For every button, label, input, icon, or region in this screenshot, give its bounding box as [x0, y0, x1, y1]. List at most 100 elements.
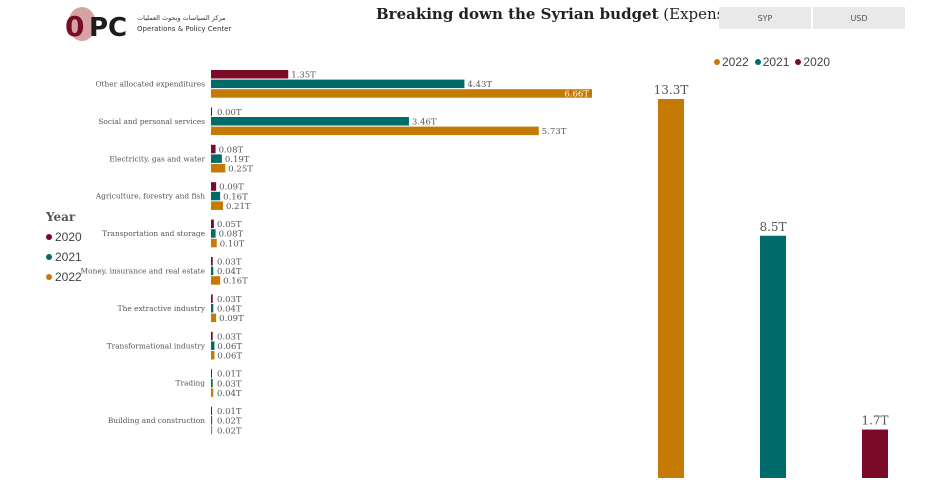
data-label-electricity-gas-and-water-2020: 0.08T	[219, 145, 244, 155]
bar-transformational-industry-2021	[211, 341, 215, 350]
bar-trading-2022	[211, 388, 214, 397]
data-label-building-and-construction-2020: 0.01T	[217, 407, 242, 417]
data-label-transportation-and-storage-2020: 0.05T	[217, 220, 242, 230]
category-label-transportation-and-storage: Transportation and storage	[102, 229, 205, 238]
bar-other-allocated-expenditures-2020	[211, 70, 289, 79]
data-label-social-and-personal-services-2021: 3.46T	[412, 118, 437, 128]
category-label-social-and-personal-services: Social and personal services	[98, 117, 205, 126]
bar-transformational-industry-2022	[211, 351, 215, 360]
bar-trading-2020	[211, 369, 212, 378]
bar-social-and-personal-services-2022	[211, 126, 539, 136]
bar-transportation-and-storage-2020	[211, 219, 214, 229]
data-label-electricity-gas-and-water-2021: 0.19T	[225, 155, 250, 165]
data-label-building-and-construction-2022: 0.02T	[217, 426, 242, 436]
totals-legend-label-2020: 2020	[803, 55, 831, 69]
logo-text-arabic: مركز السياسات وبحوث العمليات	[137, 14, 226, 22]
bar-other-allocated-expenditures-2022	[211, 89, 592, 98]
legend-dot-2021	[46, 254, 52, 260]
data-label-the-extractive-industry-2021: 0.04T	[217, 305, 242, 315]
bar-transformational-industry-2020	[211, 331, 213, 341]
svg-text:0: 0	[65, 10, 84, 43]
category-label-money-insurance-and-real-estate: Money, insurance and real estate	[81, 267, 205, 276]
category-label-trading: Trading	[176, 379, 206, 388]
bar-social-and-personal-services-2021	[211, 117, 409, 126]
totals-legend-item-2021[interactable]: 2021	[754, 55, 790, 69]
data-label-money-insurance-and-real-estate-2022: 0.16T	[223, 277, 248, 287]
svg-text:PC: PC	[89, 13, 127, 43]
data-label-transformational-industry-2021: 0.06T	[217, 342, 242, 352]
opc-logo: 0 PC	[62, 4, 237, 44]
bar-building-and-construction-2022	[211, 425, 213, 435]
bar-electricity-gas-and-water-2020	[211, 144, 216, 154]
data-label-trading-2020: 0.01T	[217, 370, 242, 380]
bar-agriculture-forestry-and-fish-2022	[211, 201, 224, 210]
category-label-the-extractive-industry: The extractive industry	[118, 304, 206, 313]
bar-electricity-gas-and-water-2021	[211, 154, 222, 163]
data-label-transportation-and-storage-2021: 0.08T	[219, 230, 244, 240]
bar-the-extractive-industry-2020	[211, 294, 213, 303]
total-label-2021: 8.5T	[759, 220, 786, 234]
data-label-the-extractive-industry-2020: 0.03T	[217, 295, 242, 305]
bar-transportation-and-storage-2021	[211, 229, 216, 238]
totals-legend-dot-2021	[754, 59, 761, 65]
legend-dot-2020	[46, 234, 52, 240]
year-legend: Year 2020 2021 2022	[46, 210, 82, 284]
bar-agriculture-forestry-and-fish-2021	[211, 191, 221, 201]
usd-button[interactable]: USD	[813, 7, 905, 29]
data-label-money-insurance-and-real-estate-2020: 0.03T	[217, 258, 242, 268]
total-bar-2021	[760, 235, 786, 478]
legend-item-2022[interactable]: 2022	[46, 270, 82, 284]
data-label-money-insurance-and-real-estate-2021: 0.04T	[217, 267, 242, 277]
logo-mark: 0 PC	[65, 7, 127, 43]
total-bar-2020	[862, 429, 888, 478]
data-label-trading-2021: 0.03T	[217, 379, 242, 389]
totals-legend-label-2022: 2022	[722, 55, 749, 69]
totals-legend: 2022 2021 2020	[714, 55, 830, 69]
logo-text-english: Operations & Policy Center	[137, 25, 232, 33]
bar-the-extractive-industry-2021	[211, 304, 214, 313]
data-label-agriculture-forestry-and-fish-2021: 0.16T	[223, 192, 248, 202]
data-label-the-extractive-industry-2022: 0.09T	[219, 314, 244, 324]
bar-electricity-gas-and-water-2022	[211, 164, 226, 173]
data-label-other-allocated-expenditures-2021: 4.43T	[467, 80, 492, 90]
legend-item-2021[interactable]: 2021	[46, 250, 82, 264]
data-label-social-and-personal-services-2020: 0.00T	[217, 108, 242, 118]
data-label-electricity-gas-and-water-2022: 0.25T	[228, 165, 253, 175]
total-label-2022: 13.3T	[654, 83, 689, 97]
totals-legend-item-2022[interactable]: 2022	[714, 55, 749, 69]
total-label-2020: 1.7T	[861, 414, 888, 428]
totals-legend-label-2021: 2021	[762, 55, 790, 69]
totals-legend-dot-2022	[714, 59, 720, 65]
bar-money-insurance-and-real-estate-2021	[211, 266, 214, 276]
year-legend-title: Year	[46, 210, 76, 224]
data-label-trading-2022: 0.04T	[217, 389, 242, 399]
bar-money-insurance-and-real-estate-2020	[211, 257, 213, 266]
category-label-transformational-industry: Transformational industry	[107, 341, 206, 350]
data-label-transportation-and-storage-2022: 0.10T	[220, 239, 245, 249]
syp-button[interactable]: SYP	[719, 7, 811, 29]
total-bar-2022	[658, 99, 684, 478]
data-label-agriculture-forestry-and-fish-2020: 0.09T	[219, 183, 244, 193]
bar-money-insurance-and-real-estate-2022	[211, 276, 221, 285]
title-bold: Breaking down the Syrian budget	[376, 5, 659, 23]
bar-trading-2021	[211, 378, 213, 388]
category-label-building-and-construction: Building and construction	[108, 416, 205, 425]
category-label-electricity-gas-and-water: Electricity, gas and water	[109, 154, 205, 163]
legend-label-2022: 2022	[55, 270, 82, 284]
bar-the-extractive-industry-2022	[211, 313, 217, 323]
legend-dot-2022	[46, 274, 52, 280]
bar-transportation-and-storage-2022	[211, 238, 217, 248]
totals-legend-item-2020[interactable]: 2020	[795, 55, 830, 69]
data-label-other-allocated-expenditures-2020: 1.35T	[291, 71, 316, 81]
category-label-other-allocated-expenditures: Other allocated expenditures	[95, 80, 205, 89]
bar-social-and-personal-services-2020	[211, 107, 212, 116]
legend-item-2020[interactable]: 2020	[46, 230, 82, 244]
bar-other-allocated-expenditures-2021	[211, 79, 465, 89]
data-label-transformational-industry-2022: 0.06T	[217, 352, 242, 362]
data-label-social-and-personal-services-2022: 5.73T	[542, 127, 567, 137]
bar-building-and-construction-2020	[211, 406, 212, 416]
data-label-building-and-construction-2021: 0.02T	[217, 417, 242, 427]
legend-label-2021: 2021	[55, 250, 82, 264]
category-label-agriculture-forestry-and-fish: Agriculture, forestry and fish	[95, 192, 205, 201]
